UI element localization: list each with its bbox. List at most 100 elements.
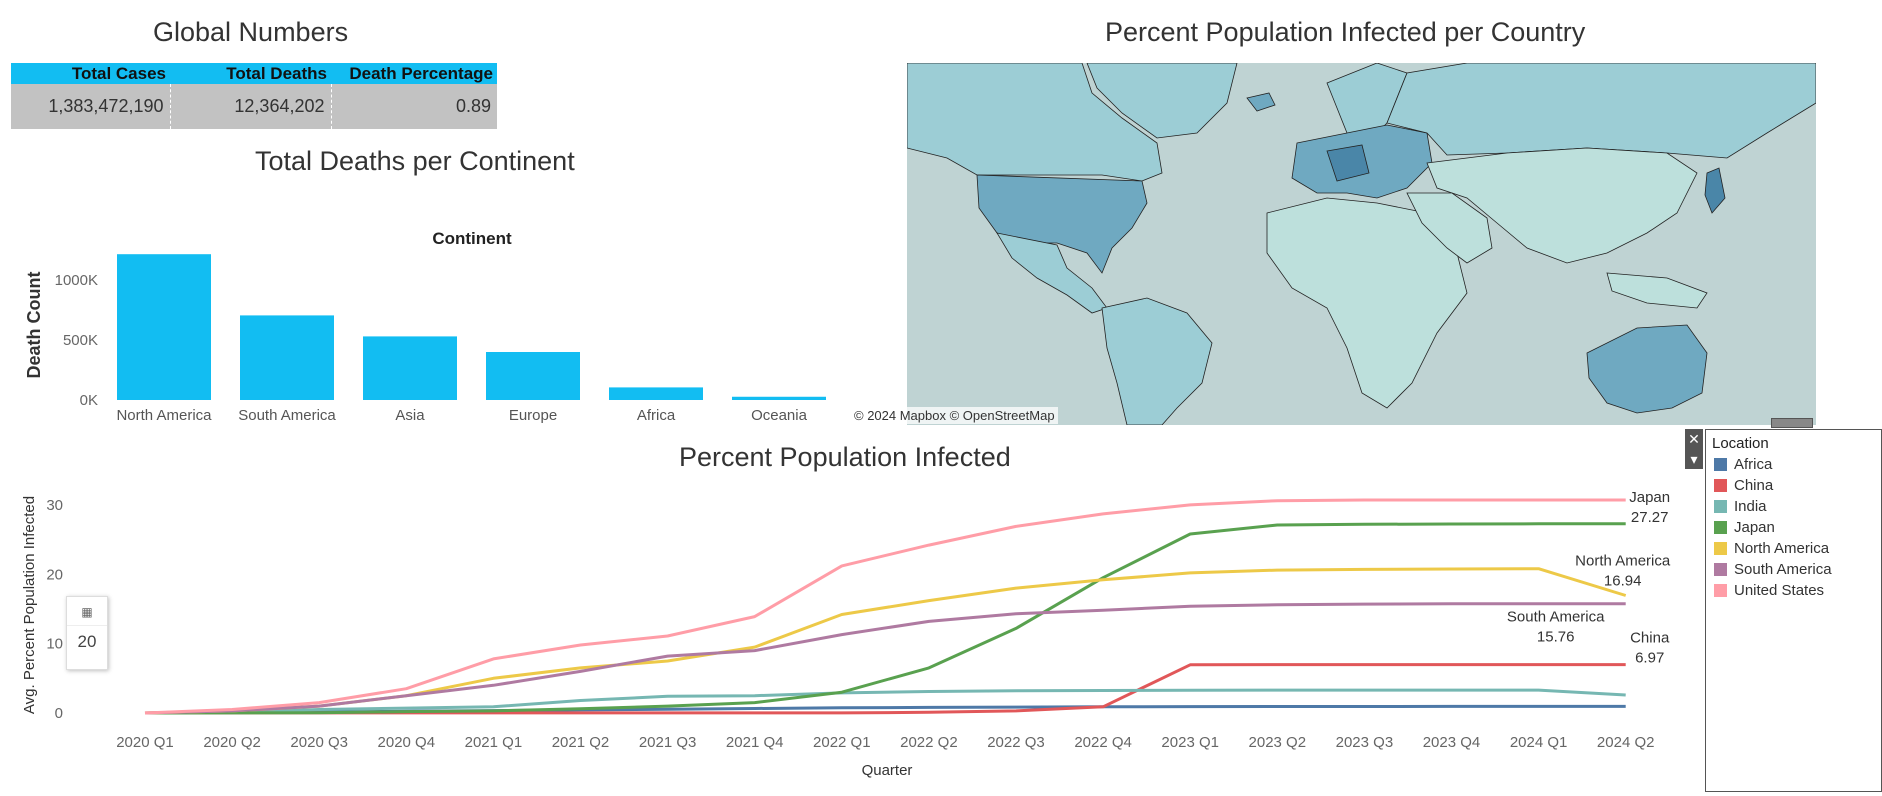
legend-label: South America <box>1734 561 1832 578</box>
bar-north-america[interactable] <box>117 254 211 400</box>
bar-category-label: Asia <box>395 407 425 424</box>
country-mexico[interactable] <box>996 232 1108 314</box>
continent-africa[interactable] <box>1266 197 1468 409</box>
region-southeast-asia[interactable] <box>1606 272 1708 309</box>
legend-swatch <box>1714 563 1727 576</box>
legend-swatch <box>1714 500 1727 513</box>
legend-item-japan[interactable]: Japan <box>1714 517 1881 538</box>
map-title: Percent Population Infected per Country <box>1105 17 1586 47</box>
bar-chart-header: Continent <box>432 229 512 248</box>
region-middle-east[interactable] <box>1406 192 1493 264</box>
end-label-name: Japan <box>1629 489 1670 506</box>
line-xtick-label: 2023 Q4 <box>1423 734 1481 751</box>
close-icon[interactable]: ✕ <box>1688 431 1700 447</box>
legend-item-africa[interactable]: Africa <box>1714 454 1881 475</box>
line-ytick-label: 30 <box>46 497 63 514</box>
line-ytick-label: 10 <box>46 636 63 653</box>
line-xtick-label: 2021 Q1 <box>465 734 523 751</box>
legend-item-south-america[interactable]: South America <box>1714 559 1881 580</box>
line-xtick-label: 2020 Q1 <box>116 734 174 751</box>
end-label-name: China <box>1630 630 1670 647</box>
zoom-value[interactable]: 20 <box>67 625 107 652</box>
legend-item-united-states[interactable]: United States <box>1714 580 1881 601</box>
map-resize-handle[interactable] <box>1771 418 1813 428</box>
bar-category-label: Africa <box>637 407 676 424</box>
country-usa[interactable] <box>976 174 1148 274</box>
country-japan[interactable] <box>1704 167 1726 214</box>
line-chart-xlabel: Quarter <box>862 762 913 779</box>
series-line-united-states[interactable] <box>144 498 1626 715</box>
line-xtick-label: 2021 Q4 <box>726 734 784 751</box>
header-total-deaths[interactable]: Total Deaths <box>170 63 331 84</box>
legend: Location Africa China India Japan North Amer… <box>1705 429 1882 792</box>
line-xtick-label: 2022 Q4 <box>1074 734 1132 751</box>
bar-category-label: South America <box>238 407 336 424</box>
series-line-japan[interactable] <box>144 522 1626 715</box>
legend-label: United States <box>1734 582 1825 599</box>
bar-oceania[interactable] <box>732 396 826 400</box>
line-xtick-label: 2023 Q3 <box>1336 734 1394 751</box>
end-label-value: 16.94 <box>1604 572 1642 589</box>
percent-infected-chart: Avg. Percent Population Infected 01020302… <box>21 489 1671 779</box>
bar-asia[interactable] <box>363 336 457 400</box>
country-australia[interactable] <box>1586 324 1708 414</box>
series-line-south-america[interactable] <box>144 602 1626 715</box>
legend-swatch <box>1714 542 1727 555</box>
bar-category-label: North America <box>116 407 212 424</box>
world-map[interactable] <box>907 63 1816 425</box>
map-attribution[interactable]: © 2024 Mapbox © OpenStreetMap <box>851 407 1058 424</box>
line-xtick-label: 2021 Q2 <box>552 734 610 751</box>
bar-chart-title: Total Deaths per Continent <box>255 146 575 176</box>
grid-icon[interactable]: ▦ <box>81 605 93 619</box>
legend-swatch <box>1714 479 1727 492</box>
header-death-percentage[interactable]: Death Percentage <box>331 63 497 84</box>
bar-ytick-label: 500K <box>63 332 98 349</box>
country-russia[interactable] <box>1386 63 1816 159</box>
line-xtick-label: 2024 Q1 <box>1510 734 1568 751</box>
legend-item-north-america[interactable]: North America <box>1714 538 1881 559</box>
line-xtick-label: 2020 Q3 <box>290 734 348 751</box>
line-xtick-label: 2022 Q1 <box>813 734 871 751</box>
bar-category-label: Europe <box>509 407 557 424</box>
header-total-cases[interactable]: Total Cases <box>11 63 170 84</box>
legend-controls[interactable]: ✕ ▾ <box>1685 429 1703 469</box>
bar-chart-ylabel: Death Count <box>24 272 44 379</box>
end-label-south-america: South America 15.76 <box>1507 609 1605 646</box>
line-xtick-label: 2020 Q2 <box>203 734 261 751</box>
country-iceland[interactable] <box>1246 92 1276 112</box>
line-chart-ylabel: Avg. Percent Population Infected <box>21 496 38 714</box>
end-label-china: China 6.97 <box>1630 630 1670 667</box>
world-map-shapes <box>907 63 1816 425</box>
line-xtick-label: 2021 Q3 <box>639 734 697 751</box>
legend-item-india[interactable]: India <box>1714 496 1881 517</box>
legend-label: India <box>1734 498 1767 515</box>
continent-south-america[interactable] <box>1101 297 1213 425</box>
country-germany[interactable] <box>1326 144 1370 182</box>
legend-item-china[interactable]: China <box>1714 475 1881 496</box>
end-label-name: South America <box>1507 609 1605 626</box>
series-line-india[interactable] <box>144 688 1626 715</box>
line-xtick-label: 2022 Q3 <box>987 734 1045 751</box>
legend-label: China <box>1734 477 1774 494</box>
total-cases-value[interactable]: 1,383,472,190 <box>11 84 171 129</box>
end-label-value: 27.27 <box>1631 509 1669 526</box>
region-asia[interactable] <box>1426 147 1698 264</box>
total-deaths-value[interactable]: 12,364,202 <box>170 84 332 129</box>
global-numbers-table: Total Cases Total Deaths Death Percentag… <box>11 63 497 129</box>
chevron-down-icon[interactable]: ▾ <box>1690 451 1698 467</box>
line-xtick-label: 2020 Q4 <box>378 734 436 751</box>
end-label-value: 6.97 <box>1635 650 1664 667</box>
bar-europe[interactable] <box>486 352 580 400</box>
bar-ytick-label: 0K <box>80 392 98 409</box>
legend-swatch <box>1714 458 1727 471</box>
country-greenland[interactable] <box>1086 63 1238 139</box>
zoom-control[interactable]: ▦ 20 <box>66 596 108 670</box>
bar-south-america[interactable] <box>240 315 334 400</box>
death-percentage-value[interactable]: 0.89 <box>331 84 497 129</box>
legend-swatch <box>1714 521 1727 534</box>
bar-africa[interactable] <box>609 387 703 400</box>
line-chart-title: Percent Population Infected <box>679 442 1011 472</box>
end-label-japan: Japan 27.27 <box>1629 489 1670 526</box>
legend-swatch <box>1714 584 1727 597</box>
legend-label: Japan <box>1734 519 1775 536</box>
